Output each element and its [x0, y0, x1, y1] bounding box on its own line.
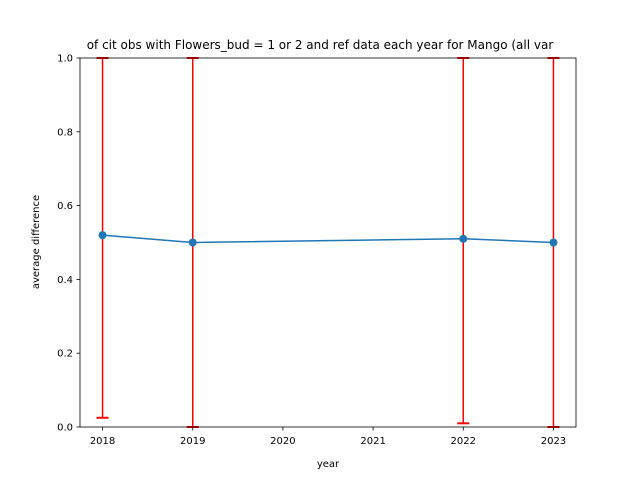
- y-tick-label: 0.0: [57, 423, 73, 434]
- axes-frame: [79, 57, 577, 428]
- x-tick-label: 2020: [270, 436, 295, 447]
- x-tick-label: 2023: [541, 436, 566, 447]
- y-tick-label: 0.8: [57, 127, 73, 138]
- data-point: [549, 238, 558, 247]
- x-tick-label: 2018: [90, 436, 115, 447]
- data-point: [98, 231, 107, 240]
- series-line: [102, 234, 554, 244]
- x-tick-label: 2021: [360, 436, 385, 447]
- y-tick-label: 0.6: [57, 201, 73, 212]
- y-axis-label: average difference: [31, 195, 42, 289]
- x-axis-label: year: [317, 459, 340, 470]
- plot-area: 2018 2019 2020 2021 2022 2023 0.0 0.2 0.4 0.6 0.8 1…: [57, 54, 577, 447]
- x-tick-label: 2022: [451, 436, 476, 447]
- data-point: [188, 238, 197, 247]
- y-tick-label: 0.4: [57, 275, 73, 286]
- y-tick-label: 1.0: [57, 54, 73, 65]
- data-point: [459, 234, 468, 243]
- chart-title: of cit obs with Flowers_bud = 1 or 2 and…: [87, 38, 554, 52]
- x-tick-label: 2019: [180, 436, 205, 447]
- y-tick-label: 0.2: [57, 349, 73, 360]
